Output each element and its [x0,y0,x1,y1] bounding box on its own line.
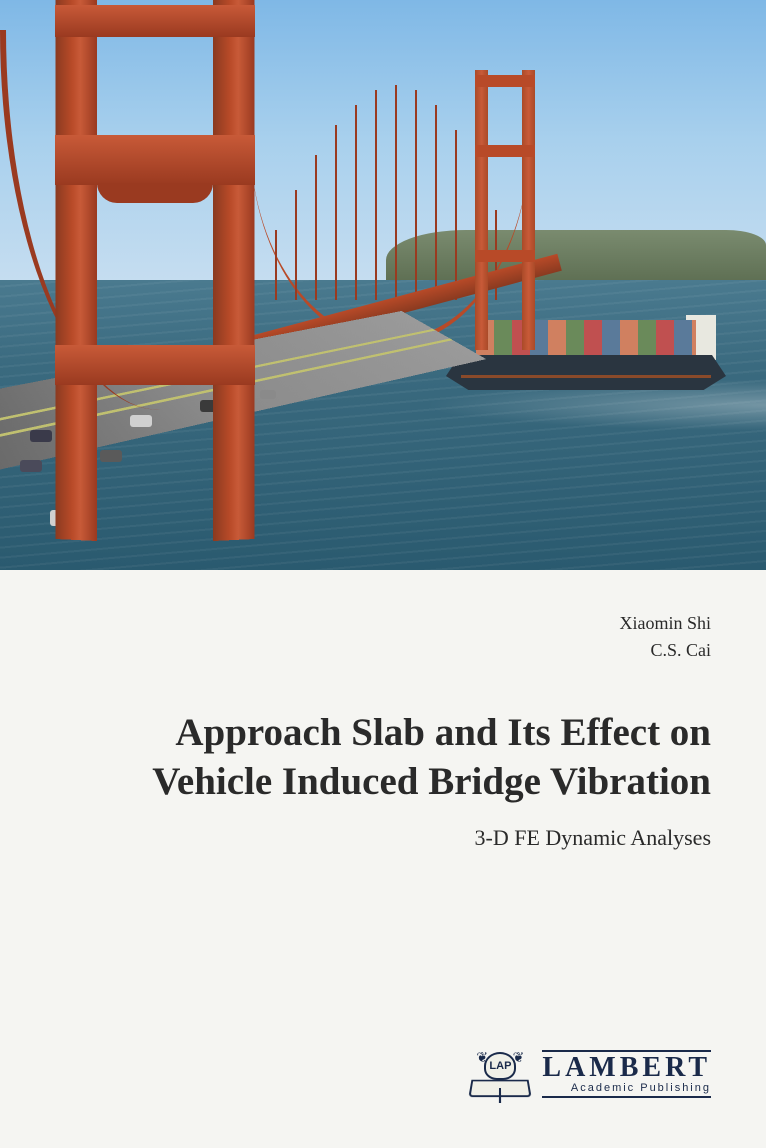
vehicle [260,390,276,399]
publisher-tagline: Academic Publishing [542,1082,711,1094]
author-name-2: C.S. Cai [55,637,711,664]
book-title: Approach Slab and Its Effect on Vehicle … [55,709,711,807]
bridge-tower-far [475,70,535,350]
publisher-name: LAMBERT [542,1054,711,1082]
book-subtitle: 3-D FE Dynamic Analyses [55,825,711,851]
publisher-badge-icon: ❦ ❦ LAP [470,1050,530,1098]
publisher-badge-text: LAP [484,1052,516,1080]
book-text-section: Xiaomin Shi C.S. Cai Approach Slab and I… [0,570,766,851]
cover-photograph [0,0,766,570]
authors-block: Xiaomin Shi C.S. Cai [55,610,711,664]
ship-hull [446,355,726,390]
publisher-text-block: LAMBERT Academic Publishing [542,1050,711,1098]
open-book-icon [469,1080,532,1097]
vehicle [20,460,42,472]
bridge-tower-near [55,0,255,540]
publisher-logo-block: ❦ ❦ LAP LAMBERT Academic Publishing [470,1050,711,1098]
author-name-1: Xiaomin Shi [55,610,711,637]
vehicle [30,430,52,442]
